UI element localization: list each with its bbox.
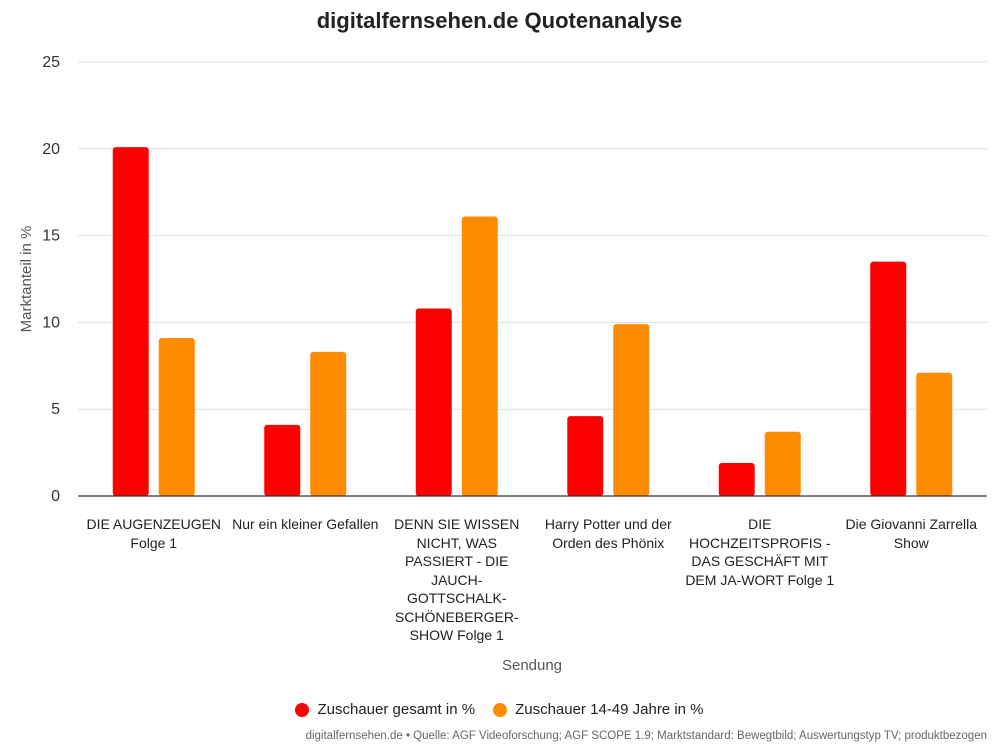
bar-chart: 0 5 10 15 20 25 Marktanteil in % Sendung <box>18 54 987 674</box>
x-tick-label: Nur ein kleiner Gefallen <box>232 516 379 532</box>
x-tick-label: DENN SIE WISSEN NICHT, WAS PASSIERT - DI… <box>394 516 520 643</box>
x-tick-label: Harry Potter und der Orden des Phönix <box>544 516 672 551</box>
legend: Zuschauer gesamt in % Zuschauer 14-49 Ja… <box>0 701 999 718</box>
legend-swatch-14-49 <box>493 702 508 717</box>
source-note: digitalfernsehen.de • Quelle: AGF Videof… <box>305 730 987 742</box>
y-tick-label: 5 <box>51 401 60 418</box>
bar-14-49 <box>310 351 347 496</box>
x-axis-title: Sendung <box>502 657 562 674</box>
bar-14-49 <box>158 338 195 496</box>
chart-title: digitalfernsehen.de Quotenanalyse <box>316 8 683 33</box>
bar-total <box>264 424 301 496</box>
bar-14-49 <box>613 324 650 496</box>
legend-item-14-49: Zuschauer 14-49 Jahre in % <box>493 701 704 718</box>
legend-label-total: Zuschauer gesamt in % <box>317 701 476 718</box>
bar-total <box>567 416 604 496</box>
bar-total <box>718 463 755 496</box>
y-tick-label: 15 <box>42 228 60 245</box>
bar-total <box>870 261 907 496</box>
bar-14-49 <box>461 216 498 496</box>
bar-14-49 <box>916 372 953 496</box>
y-tick-label: 25 <box>42 54 60 71</box>
y-axis-title: Marktanteil in % <box>18 226 35 333</box>
bar-total <box>415 308 452 496</box>
legend-item-total: Zuschauer gesamt in % <box>295 701 475 718</box>
bar-14-49 <box>764 431 801 496</box>
y-tick-label: 10 <box>42 314 60 331</box>
legend-swatch-total <box>295 702 310 717</box>
y-axis-ticks: 0 5 10 15 20 25 <box>42 54 60 505</box>
x-tick-label: Die Giovanni Zarrella Show <box>845 516 978 551</box>
y-tick-label: 20 <box>42 141 60 158</box>
x-tick-label: DIE AUGENZEUGEN Folge 1 <box>86 516 222 551</box>
y-tick-label: 0 <box>51 488 60 505</box>
gridlines <box>78 61 987 410</box>
legend-label-14-49: Zuschauer 14-49 Jahre in % <box>515 701 704 718</box>
bars <box>112 147 953 496</box>
bar-total <box>112 147 149 496</box>
x-tick-label: DIE HOCHZEITSPROFIS - DAS GESCHÄFT MIT D… <box>685 516 835 588</box>
